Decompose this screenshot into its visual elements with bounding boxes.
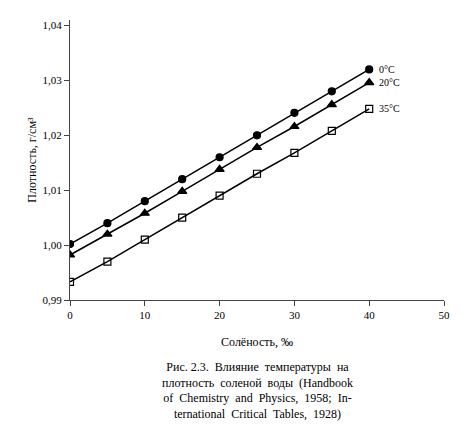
svg-text:1,01: 1,01: [43, 184, 62, 196]
svg-text:1,02: 1,02: [43, 129, 62, 141]
svg-text:Солёность, ‰: Солёность, ‰: [221, 335, 293, 349]
svg-text:20: 20: [214, 309, 226, 321]
svg-text:20°C: 20°C: [379, 77, 400, 88]
svg-text:35°C: 35°C: [379, 103, 400, 114]
svg-text:0,99: 0,99: [43, 294, 63, 306]
svg-text:40: 40: [364, 309, 376, 321]
svg-text:1,00: 1,00: [43, 239, 63, 251]
svg-text:0: 0: [67, 309, 73, 321]
svg-text:1,03: 1,03: [43, 74, 63, 86]
svg-text:Плотность, г/см³: Плотность, г/см³: [25, 117, 39, 203]
svg-text:Рис. 2.3. Влияние температур: Рис. 2.3. Влияние температуры наплотност…: [162, 360, 353, 421]
svg-text:30: 30: [289, 309, 301, 321]
svg-text:10: 10: [139, 309, 151, 321]
svg-text:0°C: 0°C: [379, 64, 395, 75]
svg-text:1,04: 1,04: [43, 19, 63, 31]
svg-text:50: 50: [439, 309, 451, 321]
